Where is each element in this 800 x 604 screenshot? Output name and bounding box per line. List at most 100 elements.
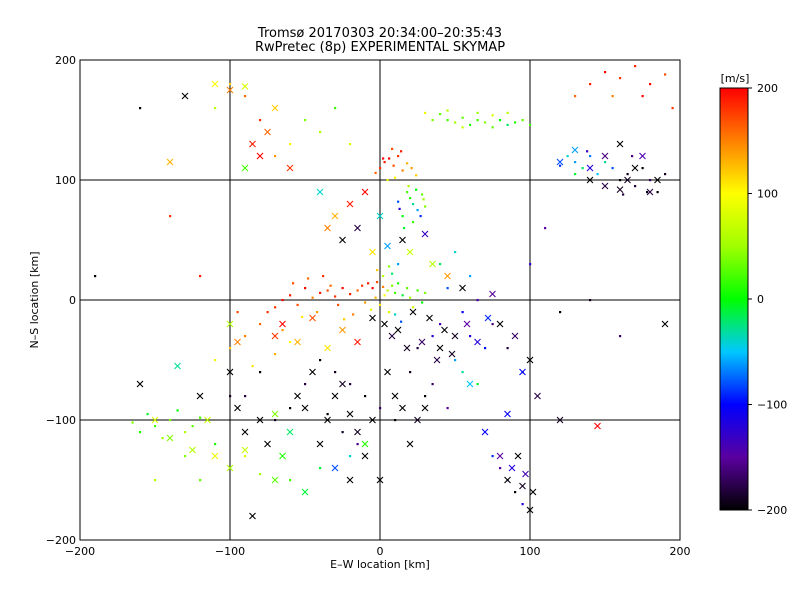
velocity-dot — [379, 303, 382, 306]
velocity-dot — [349, 143, 352, 146]
chart-title-line2: RwPretec (8p) EXPERIMENTAL SKYMAP — [255, 40, 505, 55]
velocity-cross — [409, 308, 417, 316]
velocity-cross — [204, 416, 211, 424]
y-tick-label: 0 — [69, 294, 76, 307]
y-axis: −200 −100 0 100 200 — [46, 54, 680, 547]
velocity-dot — [586, 150, 589, 153]
velocity-cross — [484, 314, 492, 322]
velocity-cross — [391, 392, 399, 400]
velocity-dot — [139, 431, 142, 434]
velocity-cross — [384, 368, 391, 376]
velocity-dot — [316, 311, 319, 314]
velocity-dot — [469, 123, 472, 126]
velocity-dot — [491, 126, 494, 129]
velocity-cross — [361, 440, 369, 448]
velocity-dot — [319, 131, 322, 134]
velocity-dot — [259, 119, 262, 122]
velocity-dot — [361, 284, 364, 287]
x-tick-label: 0 — [377, 545, 384, 558]
velocity-dot — [574, 173, 577, 176]
velocity-dot — [379, 407, 382, 410]
velocity-dot — [514, 491, 517, 494]
velocity-dot — [386, 289, 389, 292]
velocity-dot — [146, 413, 149, 416]
velocity-cross — [459, 284, 466, 292]
velocity-dot — [326, 413, 329, 416]
colorbar-gradient — [719, 87, 749, 511]
velocity-cross — [354, 428, 361, 436]
velocity-dot — [619, 179, 622, 182]
velocity-dot — [341, 431, 344, 434]
velocity-dot — [419, 215, 422, 218]
velocity-dot — [191, 425, 194, 428]
velocity-cross — [249, 512, 256, 520]
velocity-dot — [161, 437, 164, 440]
velocity-dot — [383, 161, 386, 164]
velocity-dot — [229, 347, 232, 350]
velocity-dot — [415, 174, 418, 177]
velocity-cross — [294, 338, 301, 346]
velocity-dot — [424, 205, 427, 208]
velocity-cross — [526, 356, 534, 364]
velocity-dot — [446, 119, 449, 122]
velocity-dot — [334, 107, 337, 110]
velocity-cross — [136, 380, 144, 388]
velocity-dot — [415, 188, 418, 191]
velocity-dot — [574, 95, 577, 98]
velocity-dot — [671, 107, 674, 110]
velocity-dot — [484, 347, 487, 350]
velocity-cross — [279, 452, 286, 460]
velocity-dot — [349, 293, 352, 296]
velocity-dot — [476, 111, 479, 114]
velocity-dot — [469, 335, 472, 338]
velocity-cross — [226, 368, 234, 376]
velocity-cross — [399, 404, 406, 412]
velocity-dot — [131, 421, 134, 424]
velocity-cross — [241, 428, 249, 436]
velocity-dot — [401, 294, 404, 297]
x-tick-label: −200 — [65, 545, 95, 558]
velocity-cross — [271, 410, 279, 418]
velocity-dot — [410, 167, 413, 170]
velocity-dot — [664, 173, 667, 176]
x-tick-label: 100 — [520, 545, 541, 558]
velocity-cross — [309, 368, 316, 376]
velocity-dot — [521, 119, 524, 122]
velocity-cross — [241, 164, 249, 172]
velocity-cross — [166, 434, 174, 442]
velocity-cross — [339, 236, 346, 244]
y-tick-label: 100 — [55, 174, 76, 187]
velocity-dot — [424, 395, 427, 398]
velocity-dot — [274, 155, 277, 158]
velocity-dot — [397, 282, 400, 285]
velocity-dot — [506, 111, 509, 114]
velocity-dot — [394, 291, 397, 294]
velocity-dot — [289, 294, 292, 297]
colorbar-tick-label: 0 — [757, 293, 764, 306]
velocity-cross — [429, 260, 436, 268]
x-tick-label: −100 — [215, 545, 245, 558]
colorbar-tick-label: −200 — [757, 504, 787, 517]
velocity-dot — [367, 282, 370, 285]
velocity-cross — [529, 488, 537, 496]
velocity-cross — [639, 152, 646, 160]
velocity-dot — [446, 287, 449, 290]
velocity-cross — [474, 338, 481, 346]
velocity-dot — [619, 335, 622, 338]
velocity-dot — [394, 419, 397, 422]
data-marks — [94, 65, 674, 520]
velocity-dot — [370, 308, 373, 311]
velocity-cross — [264, 128, 271, 136]
velocity-dot — [154, 425, 157, 428]
velocity-cross — [264, 440, 271, 448]
velocity-cross — [316, 188, 324, 196]
velocity-cross — [556, 416, 564, 424]
velocity-cross — [418, 338, 426, 346]
velocity-cross — [534, 392, 541, 400]
velocity-dot — [304, 383, 307, 386]
colorbar-tick-label: 100 — [757, 188, 778, 201]
velocity-dot — [169, 419, 172, 422]
velocity-cross — [271, 476, 279, 484]
velocity-dot — [374, 296, 377, 299]
velocity-dot — [521, 503, 524, 506]
